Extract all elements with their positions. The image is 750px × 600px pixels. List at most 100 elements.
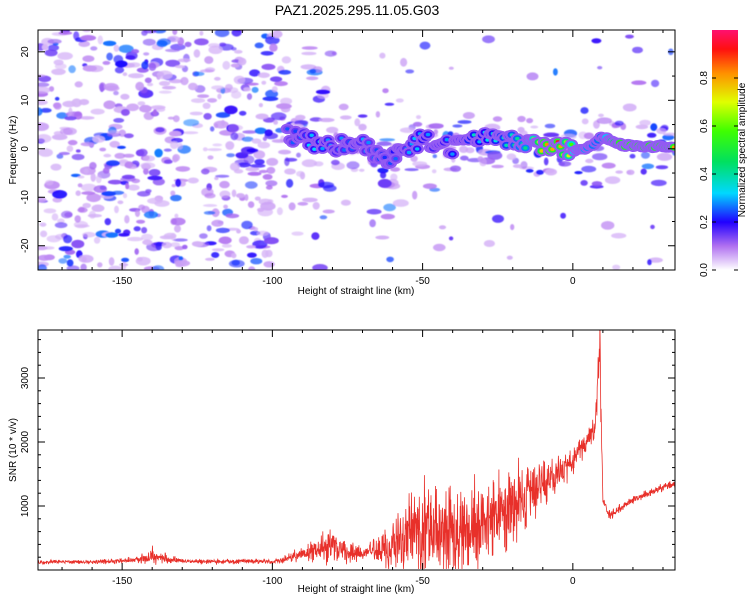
colorbar-gradient <box>712 30 738 270</box>
spectrogram-blob <box>382 88 388 93</box>
spectrogram-blob <box>38 255 51 261</box>
spectrogram-blob <box>147 83 153 87</box>
spectrogram-blob <box>80 35 96 41</box>
spectrogram-blob <box>207 148 222 151</box>
spectrogram-blob <box>358 114 368 117</box>
spectrogram-blob <box>204 56 213 64</box>
spectrogram-blob <box>75 81 83 87</box>
spectrogram-blob <box>207 155 213 159</box>
spectrogram-blob <box>591 38 601 43</box>
spectrogram-blob <box>449 236 453 240</box>
spectrogram-blob <box>263 174 273 180</box>
spectrogram-blob <box>136 257 151 266</box>
spectrogram-blob <box>340 115 352 119</box>
spectrogram-blob <box>261 81 266 85</box>
spectrogram-blob <box>647 259 652 265</box>
spectrogram-blob <box>651 180 667 186</box>
spectrogram-blob <box>131 179 140 184</box>
spectrogram-blob <box>255 197 261 201</box>
spectrogram-blob <box>239 111 246 116</box>
spectrogram-ytick-label: 10 <box>20 94 31 106</box>
spectrogram-blob <box>277 207 283 215</box>
spectrogram-blob <box>97 262 102 267</box>
spectrogram-blob <box>177 143 182 150</box>
spectrogram-blob <box>625 35 634 39</box>
spectrogram-blob <box>138 205 145 211</box>
spectrogram-blob <box>259 103 263 107</box>
spectrogram-blob <box>45 49 58 56</box>
snr-xlabel: Height of straight line (km) <box>298 584 415 595</box>
spectrogram-blob <box>420 42 431 50</box>
spectrogram-blob <box>124 215 129 223</box>
spectrogram-blob <box>219 237 232 245</box>
spectrogram-blob <box>121 109 130 116</box>
spectrogram-blob <box>134 226 141 231</box>
spectrogram-blob <box>208 46 222 55</box>
spectrogram-blob <box>271 112 287 120</box>
spectrogram-blob <box>179 256 184 260</box>
spectrogram-blob <box>131 49 139 54</box>
snr-ylabel: SNR (10 * v/v) <box>8 418 19 482</box>
spectrogram-blob <box>245 181 258 188</box>
spectrogram-blob <box>248 201 254 208</box>
spectrogram-blob <box>657 153 672 161</box>
spectrogram-blob <box>510 224 514 230</box>
spectrogram-blob <box>127 237 143 241</box>
spectrogram-blob <box>592 153 607 160</box>
spectrogram-blob <box>413 122 422 127</box>
spectrogram-blob <box>258 208 273 217</box>
spectrogram-blob <box>147 176 162 181</box>
spectrogram-blob <box>201 169 210 175</box>
spectrogram-blob <box>120 94 129 100</box>
spectrogram-blob <box>144 211 158 218</box>
spectrogram-blob <box>135 82 144 91</box>
spectrogram-blob <box>597 66 602 69</box>
spectrogram-blob <box>157 70 173 79</box>
spectrogram-blob <box>63 255 70 259</box>
spectrogram-blob <box>286 179 293 188</box>
spectrogram-blob <box>450 166 461 172</box>
spectrogram-blob <box>203 113 211 120</box>
spectrogram-blob <box>216 228 230 233</box>
spectrogram-blob <box>190 112 203 116</box>
spectrogram-blob <box>291 232 303 236</box>
spectrogram-blob <box>123 193 127 198</box>
spectrogram-blob <box>378 179 392 188</box>
spectrogram-blob <box>96 175 102 184</box>
spectrogram-blob <box>250 258 262 264</box>
spectrogram-blob <box>115 229 121 234</box>
spectrogram-blob <box>358 124 366 131</box>
spectrogram-blob <box>122 175 135 179</box>
spectrogram-blob <box>215 175 229 178</box>
spectrogram-blob <box>93 136 106 143</box>
spectrogram-blob <box>302 46 318 50</box>
spectrogram-blob <box>267 167 276 174</box>
spectrogram-blob <box>258 72 270 78</box>
spectrogram-blob <box>68 65 75 73</box>
spectrogram-blob <box>105 218 111 225</box>
spectrogram-blob <box>162 86 176 90</box>
spectrogram-blob <box>210 126 214 131</box>
spectrogram-blob <box>507 256 513 260</box>
spectrogram-blob <box>115 61 128 68</box>
spectrogram-blob <box>182 245 188 250</box>
spectrogram-blob <box>55 63 67 69</box>
spectrogram-blob <box>174 214 178 219</box>
spectrogram-blob <box>650 225 655 229</box>
spectrogram-blob <box>605 176 620 184</box>
spectrogram-blob <box>180 77 188 85</box>
spectrogram-blob <box>72 154 85 160</box>
spectrogram-blob <box>204 211 216 215</box>
snr-xtick-label: 0 <box>570 576 576 587</box>
spectrogram-blob <box>89 211 96 219</box>
spectrogram-blob <box>536 170 544 175</box>
spectrogram-blob <box>641 169 647 175</box>
spectrogram-blob <box>405 69 414 73</box>
spectrogram-blob <box>199 31 203 36</box>
spectrogram-blob <box>113 118 124 123</box>
spectrogram-ridge-cell <box>407 151 411 154</box>
spectrogram-blob <box>244 194 248 201</box>
spectrogram-blob <box>318 182 334 188</box>
spectrogram-blob <box>297 202 308 206</box>
spectrogram-blob <box>211 220 223 227</box>
